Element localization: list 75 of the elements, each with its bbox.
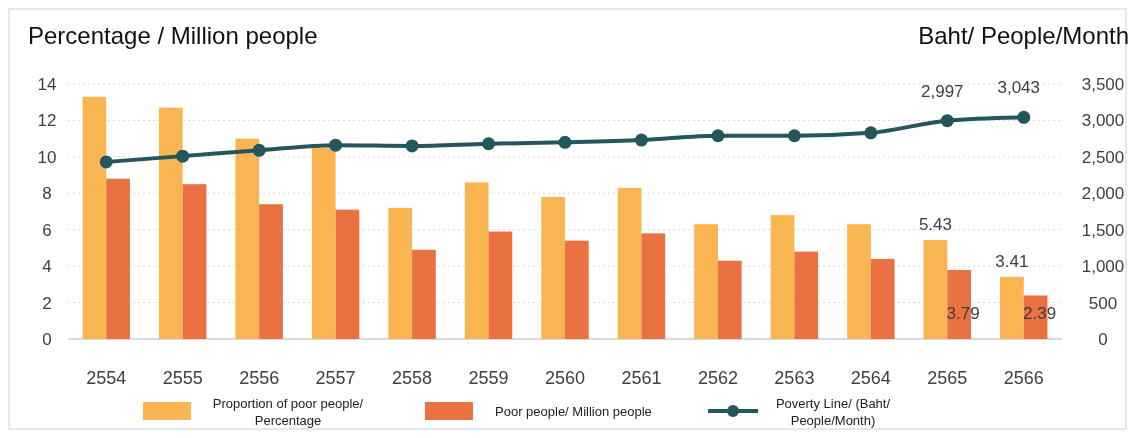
x-tick-label: 2565 xyxy=(927,368,968,388)
x-tick-label: 2564 xyxy=(850,368,891,388)
point xyxy=(711,129,725,143)
legend-label: Proportion of poor people/ Percentage xyxy=(212,395,364,428)
bar xyxy=(770,215,795,339)
bar xyxy=(235,138,260,339)
x-tick-label: 2559 xyxy=(468,368,509,388)
bar xyxy=(870,258,895,339)
bar xyxy=(717,260,742,339)
data-label: 5.43 xyxy=(918,215,952,235)
y2-axis-title: Baht/ People/Month xyxy=(918,22,1129,49)
point xyxy=(176,149,190,163)
bar xyxy=(158,107,183,339)
point xyxy=(1017,110,1031,124)
legend-label: Poverty Line/ (Baht/ People/Month) xyxy=(775,395,891,428)
x-tick-label: 2556 xyxy=(239,368,280,388)
y2-tick-label: 1,500 xyxy=(1081,220,1125,240)
x-tick-label: 2562 xyxy=(697,368,738,388)
point xyxy=(864,126,878,140)
legend-label: Poor people/ Million people xyxy=(495,404,652,419)
point xyxy=(634,133,648,147)
data-label: 3,043 xyxy=(997,78,1041,98)
bar xyxy=(541,196,565,339)
bar xyxy=(794,251,819,339)
point xyxy=(787,129,801,143)
bar xyxy=(1000,276,1024,339)
point xyxy=(482,137,496,151)
point xyxy=(940,114,954,128)
point xyxy=(99,155,113,169)
bar xyxy=(488,231,513,339)
y2-tick-label: 0 xyxy=(1098,330,1108,349)
y2-tick-label: 2,000 xyxy=(1081,184,1125,204)
point xyxy=(329,138,343,152)
bar xyxy=(464,182,489,339)
point xyxy=(405,139,419,153)
y-tick-label: 4 xyxy=(42,257,52,277)
x-tick-label: 2566 xyxy=(1003,368,1044,388)
data-label: 2,997 xyxy=(921,81,964,101)
bar xyxy=(82,96,107,339)
x-tick-label: 2554 xyxy=(86,368,127,388)
y-tick-label: 0 xyxy=(42,330,52,349)
bar xyxy=(617,187,642,339)
x-tick-label: 2558 xyxy=(392,368,433,388)
bar xyxy=(847,224,871,339)
y2-tick-label: 3,500 xyxy=(1081,75,1125,94)
x-tick-label: 2561 xyxy=(621,368,662,388)
y2-tick-label: 500 xyxy=(1088,293,1118,313)
bar xyxy=(106,178,130,339)
bar xyxy=(565,240,589,339)
x-tick-label: 2555 xyxy=(162,368,203,388)
point xyxy=(252,143,266,157)
bar xyxy=(259,204,283,339)
bar xyxy=(412,249,436,339)
x-tick-label: 2560 xyxy=(544,368,586,388)
y-tick-label: 12 xyxy=(37,111,57,131)
y-tick-label: 8 xyxy=(42,184,52,204)
bar xyxy=(641,233,666,339)
bar xyxy=(335,209,360,339)
bar xyxy=(388,207,413,339)
y-tick-label: 6 xyxy=(42,220,52,240)
bar xyxy=(311,147,336,339)
y2-tick-label: 2,500 xyxy=(1081,147,1125,167)
y-tick-label: 14 xyxy=(37,75,57,94)
data-label: 3.41 xyxy=(995,251,1029,271)
point xyxy=(558,135,572,149)
x-tick-label: 2563 xyxy=(774,368,815,388)
bar xyxy=(923,240,948,339)
y-axis-title: Percentage / Million people xyxy=(28,22,318,49)
x-tick-label: 2557 xyxy=(315,368,356,388)
bar xyxy=(694,224,718,339)
y2-tick-label: 3,000 xyxy=(1081,111,1125,131)
y-tick-label: 10 xyxy=(37,147,57,167)
y2-tick-label: 1,000 xyxy=(1081,257,1125,277)
y-tick-label: 2 xyxy=(42,293,52,313)
bar xyxy=(182,184,207,339)
